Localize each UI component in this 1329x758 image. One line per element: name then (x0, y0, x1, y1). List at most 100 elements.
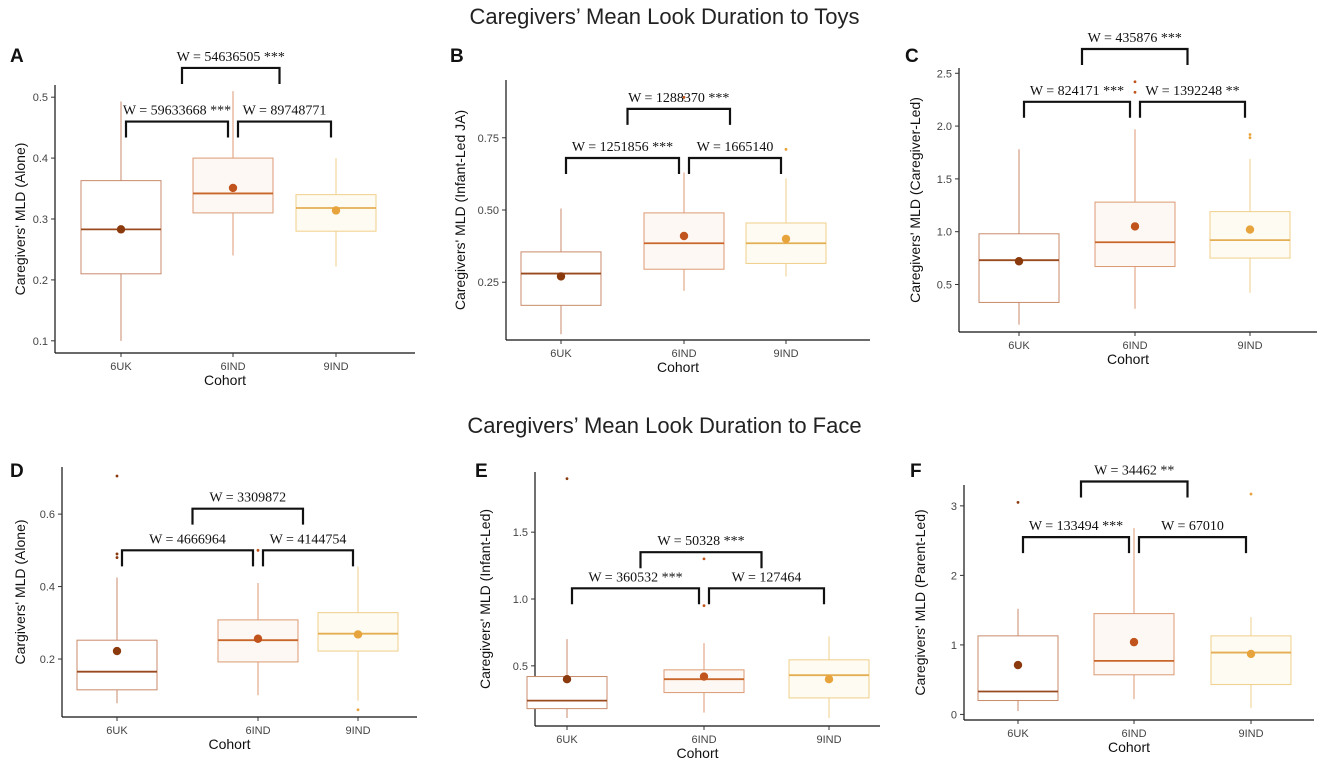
wilcoxon-label: W = 1665140 (697, 140, 774, 155)
x-axis-title: Cohort (676, 745, 718, 758)
box-6ind (643, 95, 725, 291)
y-axis-title: Caregivers' MLD (Parent-Led) (912, 509, 928, 695)
bracket-line (1138, 100, 1247, 118)
outlier-point (702, 557, 706, 561)
wilcoxon-label: W = 1251856 *** (572, 140, 673, 155)
box-6uk (520, 208, 602, 335)
x-axis-title: Cohort (657, 359, 699, 375)
box-9ind (788, 636, 870, 718)
y-tick-label: 0.1 (33, 336, 48, 348)
box-9ind (1210, 492, 1292, 709)
wilcoxon-label: W = 50328 *** (657, 534, 744, 549)
bracket-line (564, 156, 681, 174)
iqr-box (1210, 635, 1292, 686)
y-axis-title: Caregivers' MLD (Infant-Led) (477, 509, 493, 689)
y-tick-label: 0.3 (33, 214, 48, 226)
mean-point (824, 675, 834, 684)
panel-letter: F (910, 461, 922, 482)
wilcoxon-label: W = 1392248 ** (1145, 84, 1239, 99)
y-tick-label: 0.75 (478, 133, 499, 145)
wilcoxon-label: W = 360532 *** (588, 570, 682, 585)
y-axis-title: Caregivers' MLD (Alone) (12, 143, 28, 296)
outlier-point (702, 604, 706, 608)
wilcoxon-label: W = 3309872 (209, 491, 286, 506)
panel-letter: C (905, 46, 919, 67)
y-tick-label: 0.6 (40, 509, 55, 521)
comparison-bracket: W = 67010 (1137, 519, 1248, 554)
mean-point (116, 225, 126, 234)
box-9ind (295, 158, 377, 267)
bracket-line (1137, 536, 1248, 554)
x-tick-label-9ind: 9IND (816, 734, 841, 746)
outlier-point (256, 548, 260, 552)
y-tick-label: 2.5 (937, 68, 952, 80)
wilcoxon-label: W = 127464 (732, 570, 802, 585)
x-tick-label-6ind: 6IND (1121, 728, 1146, 740)
mean-point (1013, 660, 1023, 670)
bracket-line (1080, 47, 1189, 65)
comparison-bracket: W = 4144754 (261, 532, 355, 567)
bracket-line (639, 551, 763, 569)
y-axis-title: Cargivers' MLD (Alone) (12, 519, 28, 664)
mean-point (1130, 222, 1140, 231)
comparison-bracket: W = 360532 *** (570, 570, 701, 605)
boxplot-panel-d: D 0.2 0.4 0.6 6UK 6IND 9IND Cohort Cargivers' ML… (10, 461, 417, 752)
outlier-point (682, 95, 686, 99)
box-9ind (1209, 133, 1291, 293)
x-axis-title: Cohort (208, 736, 250, 752)
mean-point (781, 234, 791, 244)
x-axis-title: Cohort (1108, 739, 1150, 755)
box-6ind (192, 91, 274, 256)
comparison-bracket: W = 435876 *** (1080, 31, 1189, 65)
wilcoxon-label: W = 54636505 *** (177, 50, 285, 65)
x-axis-title: Cohort (1107, 351, 1149, 367)
comparison-bracket: W = 4666964 (120, 532, 255, 567)
boxplot-panel-e: E 0.5 1.0 1.5 6UK 6IND 9IND Cohort Caregivers' M… (475, 461, 880, 758)
x-tick-label-6uk: 6UK (1008, 340, 1030, 352)
y-tick-label: 0.25 (478, 277, 499, 289)
box-6uk (977, 500, 1059, 711)
outlier-point (356, 708, 360, 712)
outlier-point (1133, 80, 1137, 84)
comparison-bracket: W = 1288370 *** (626, 91, 732, 125)
bracket-line (687, 156, 783, 174)
mean-point (253, 634, 263, 643)
bracket-line (120, 549, 255, 567)
outlier-point (115, 552, 119, 556)
iqr-box (1209, 211, 1291, 259)
mean-point (1129, 637, 1139, 647)
wilcoxon-label: W = 824171 *** (1030, 84, 1124, 99)
y-tick-label: 0.4 (33, 153, 48, 165)
comparison-bracket: W = 1665140 (687, 140, 783, 174)
panel-letter: B (450, 46, 464, 67)
x-tick-label-6uk: 6UK (550, 348, 572, 360)
outlier-point (784, 147, 788, 151)
wilcoxon-label: W = 89748771 (243, 104, 327, 119)
x-tick-label-6uk: 6UK (110, 361, 132, 373)
comparison-bracket: W = 824171 *** (1022, 84, 1132, 118)
mean-point (1245, 225, 1255, 234)
y-tick-label: 1.0 (513, 594, 528, 606)
bracket-line (1022, 100, 1132, 118)
iqr-box (1094, 201, 1176, 268)
y-axis-title: Caregivers' MLD (Caregiver-Led) (907, 97, 923, 303)
x-tick-label-6ind: 6IND (1122, 340, 1147, 352)
boxplot-panel-a: A 0.1 0.2 0.3 0.4 0.5 6UK 6IND 9IND Cohort Caregiv… (10, 46, 415, 388)
y-tick-label: 1 (951, 640, 957, 652)
y-tick-label: 0.5 (513, 661, 528, 673)
box-6uk (526, 477, 608, 718)
wilcoxon-label: W = 435876 *** (1088, 31, 1182, 46)
comparison-bracket: W = 1251856 *** (564, 140, 681, 174)
outlier-point (1016, 500, 1020, 504)
mean-point (331, 206, 341, 215)
bracket-line (570, 587, 701, 605)
outlier-point (1248, 133, 1252, 136)
y-tick-label: 1.5 (513, 527, 528, 539)
panel-letter: A (10, 46, 24, 67)
wilcoxon-label: W = 59633668 *** (123, 104, 231, 119)
comparison-bracket: W = 127464 (707, 570, 826, 605)
box-9ind (317, 566, 399, 712)
x-tick-label-6uk: 6UK (106, 725, 128, 737)
x-tick-label-9ind: 9IND (345, 725, 370, 737)
box-6ind (663, 557, 745, 713)
